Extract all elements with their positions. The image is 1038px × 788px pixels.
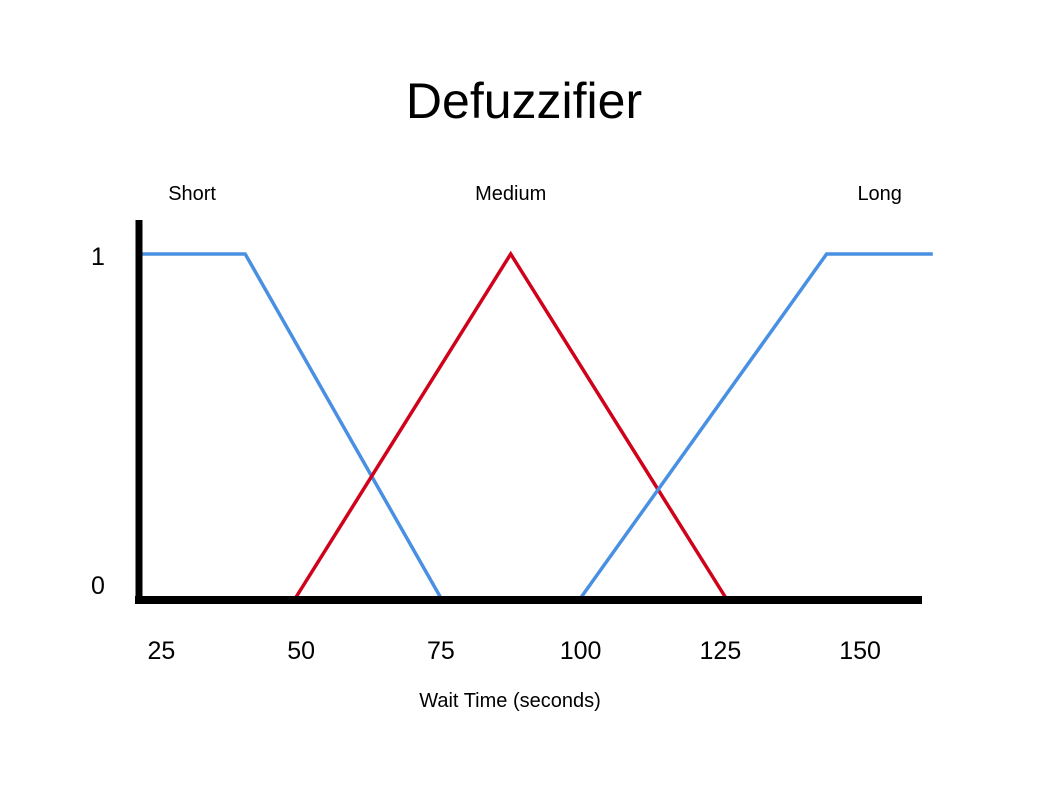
x-tick-label: 125 bbox=[700, 637, 742, 665]
y-tick-label: 1 bbox=[91, 243, 105, 271]
series-line-medium bbox=[294, 250, 728, 599]
series-line-short bbox=[139, 252, 443, 599]
series-label-long: Long bbox=[857, 183, 902, 205]
series-label-short: Short bbox=[168, 183, 216, 205]
series-line-long bbox=[579, 252, 933, 600]
x-tick-label: 75 bbox=[427, 637, 455, 665]
x-axis-label: Wait Time (seconds) bbox=[419, 690, 601, 712]
x-tick-label: 150 bbox=[839, 637, 881, 665]
chart-title: Defuzzifier bbox=[406, 73, 642, 129]
x-tick-label: 25 bbox=[147, 637, 175, 665]
series-label-medium: Medium bbox=[475, 183, 546, 205]
x-tick-labels: 25 50 75 100 125 150 bbox=[147, 637, 880, 665]
series-lines bbox=[139, 250, 933, 600]
y-tick-labels: 01 bbox=[91, 243, 105, 600]
x-tick-label: 50 bbox=[287, 637, 315, 665]
y-tick-label: 0 bbox=[91, 572, 105, 600]
x-tick-label: 100 bbox=[560, 637, 602, 665]
series-labels: Short Medium Long bbox=[168, 183, 902, 205]
